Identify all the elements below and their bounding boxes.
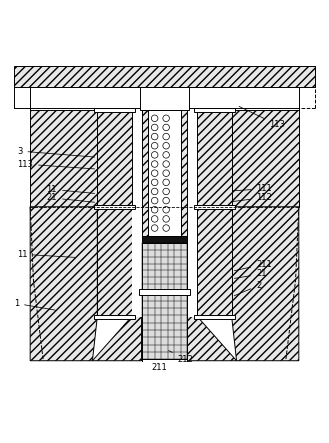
Bar bbox=[97, 110, 132, 207]
Text: 21: 21 bbox=[234, 269, 267, 278]
Text: 1: 1 bbox=[14, 299, 55, 310]
Bar bbox=[141, 294, 188, 359]
Bar bbox=[30, 110, 97, 207]
Bar bbox=[197, 207, 232, 316]
Bar bbox=[194, 315, 235, 319]
Text: 11: 11 bbox=[47, 185, 94, 194]
Bar bbox=[141, 244, 188, 290]
Bar bbox=[14, 66, 315, 87]
Bar bbox=[30, 87, 299, 109]
Bar bbox=[148, 110, 181, 236]
Polygon shape bbox=[232, 207, 299, 361]
Bar bbox=[139, 289, 190, 295]
Bar bbox=[194, 205, 235, 209]
Bar bbox=[232, 110, 299, 207]
Text: 211: 211 bbox=[151, 363, 167, 372]
Text: 11: 11 bbox=[17, 250, 75, 259]
Text: 112: 112 bbox=[233, 193, 272, 202]
Bar bbox=[97, 207, 132, 316]
Bar bbox=[94, 108, 135, 112]
Bar bbox=[132, 207, 197, 316]
Text: 212: 212 bbox=[168, 350, 193, 364]
Text: 2: 2 bbox=[234, 281, 262, 296]
Text: 113: 113 bbox=[239, 106, 285, 129]
Bar bbox=[141, 290, 188, 294]
Bar bbox=[197, 110, 232, 207]
Bar bbox=[181, 110, 188, 236]
Text: 3: 3 bbox=[17, 147, 94, 157]
Text: 21: 21 bbox=[47, 194, 94, 202]
Polygon shape bbox=[188, 236, 237, 361]
Bar bbox=[194, 108, 235, 112]
Bar bbox=[141, 110, 148, 236]
Bar bbox=[94, 205, 135, 209]
Polygon shape bbox=[30, 207, 97, 361]
Bar bbox=[141, 236, 188, 244]
Bar bbox=[94, 315, 135, 319]
Text: 113: 113 bbox=[17, 159, 94, 169]
Bar bbox=[140, 87, 189, 110]
Text: 211: 211 bbox=[234, 260, 272, 271]
Text: 111: 111 bbox=[233, 184, 272, 193]
Polygon shape bbox=[92, 236, 141, 361]
